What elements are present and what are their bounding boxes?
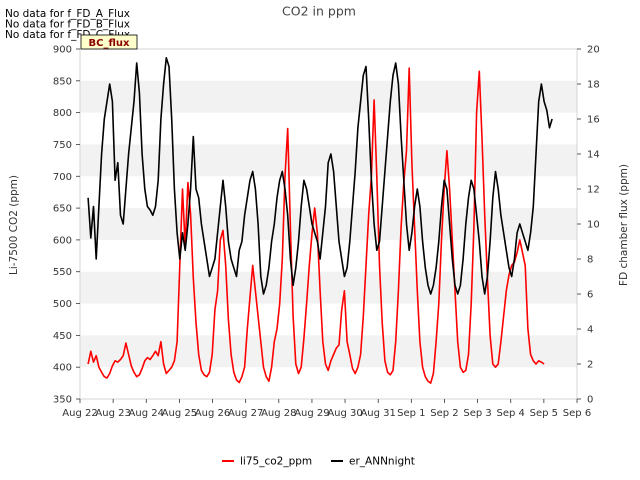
y2-tick-label: 16 <box>587 115 600 126</box>
x-tick-label: Aug 31 <box>360 408 395 419</box>
badge-box <box>80 34 138 50</box>
y-tick-label: 700 <box>53 172 72 183</box>
x-tick-label: Aug 24 <box>129 408 164 419</box>
y-tick-label: 400 <box>53 363 72 374</box>
series-line-li75_co2_ppm <box>87 67 545 384</box>
x-tick-label: Sep 1 <box>397 408 425 419</box>
plot-band <box>80 80 577 113</box>
y-tick-label: 350 <box>53 395 72 406</box>
y-tick-label: 800 <box>53 108 72 119</box>
y2-tick-label: 18 <box>587 80 600 91</box>
y-tick-label: 900 <box>53 45 72 56</box>
y-axis-left: 350 400 450 500 550 600 650 700 750 800 850 900 <box>53 45 80 406</box>
y-tick-label: 500 <box>53 299 72 310</box>
x-tick-label: Aug 27 <box>228 408 263 419</box>
y-tick-label: 650 <box>53 204 72 215</box>
y2-tick-label: 8 <box>587 255 593 266</box>
y-tick-label: 850 <box>53 76 72 87</box>
x-tick-label: Sep 3 <box>463 408 491 419</box>
plot-band <box>80 335 577 368</box>
legend-label-er_ANNnight: er_ANNnight <box>349 456 415 468</box>
y2-axis-title: FD chamber flux (ppm) <box>618 164 630 286</box>
y2-tick-label: 10 <box>587 220 600 231</box>
x-tick-label: Sep 6 <box>563 408 591 419</box>
x-tick-label: Aug 22 <box>62 408 97 419</box>
y-tick-label: 450 <box>53 331 72 342</box>
y2-tick-label: 0 <box>587 395 593 406</box>
y-tick-label: 750 <box>53 140 72 151</box>
series-layer <box>87 56 553 384</box>
x-tick-label: Aug 25 <box>162 408 197 419</box>
plot-band <box>80 208 577 240</box>
badge-label: BC_flux <box>89 38 130 49</box>
y2-tick-label: 20 <box>587 45 600 56</box>
y2-tick-label: 6 <box>587 290 593 301</box>
x-tick-label: Sep 2 <box>430 408 458 419</box>
x-tick-label: Aug 23 <box>95 408 130 419</box>
chart-title: CO2 in ppm <box>282 4 356 19</box>
legend: li75_co2_ppm er_ANNnight <box>222 456 415 468</box>
no-data-message: No data for f_FD_B_Flux <box>5 19 130 31</box>
no-data-message: No data for f_FD_A_Flux <box>5 8 130 20</box>
badge: BC_flux <box>80 34 138 50</box>
x-tick-label: Sep 5 <box>530 408 558 419</box>
y2-tick-label: 14 <box>587 150 600 161</box>
x-tick-label: Aug 29 <box>294 408 329 419</box>
y-axis-title: Li-7500 CO2 (ppm) <box>8 175 20 275</box>
y-axis-right: 0 2 4 6 8 10 12 14 16 18 20 <box>577 45 600 406</box>
y2-tick-label: 2 <box>587 360 593 371</box>
y-tick-label: 600 <box>53 235 72 246</box>
x-tick-label: Sep 4 <box>497 408 525 419</box>
x-tick-label: Aug 30 <box>327 408 362 419</box>
x-tick-label: Aug 28 <box>261 408 296 419</box>
plot-band <box>80 271 577 304</box>
y2-tick-label: 4 <box>587 325 593 336</box>
x-tick-label: Aug 26 <box>195 408 230 419</box>
series-line-er_ANNnight <box>87 56 553 295</box>
legend-label-li75_co2_ppm: li75_co2_ppm <box>240 456 312 468</box>
y2-tick-label: 12 <box>587 185 600 196</box>
y-tick-label: 550 <box>53 267 72 278</box>
